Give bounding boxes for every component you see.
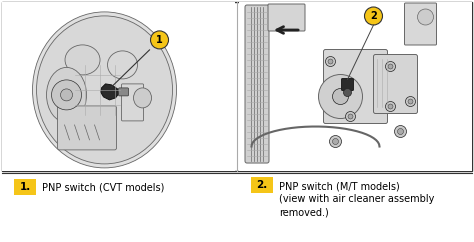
Circle shape (332, 89, 348, 105)
Text: 2: 2 (370, 11, 377, 21)
FancyBboxPatch shape (268, 4, 305, 31)
FancyBboxPatch shape (14, 179, 36, 195)
Circle shape (365, 7, 383, 25)
Text: (view with air cleaner assembly: (view with air cleaner assembly (279, 194, 434, 204)
Circle shape (408, 99, 413, 104)
Ellipse shape (108, 51, 137, 79)
FancyBboxPatch shape (341, 78, 354, 91)
Ellipse shape (46, 67, 87, 122)
Circle shape (388, 104, 393, 109)
Circle shape (319, 75, 363, 119)
Circle shape (346, 112, 356, 121)
Circle shape (344, 89, 352, 97)
Circle shape (418, 9, 434, 25)
Circle shape (328, 59, 333, 64)
Text: PNP switch (M/T models): PNP switch (M/T models) (279, 181, 400, 191)
Circle shape (385, 101, 395, 112)
Text: PNP switch (CVT models): PNP switch (CVT models) (42, 182, 164, 192)
Text: removed.): removed.) (279, 207, 329, 217)
FancyBboxPatch shape (251, 177, 273, 193)
FancyBboxPatch shape (239, 2, 472, 171)
Ellipse shape (36, 16, 173, 164)
Text: 2.: 2. (256, 180, 268, 190)
Circle shape (151, 31, 169, 49)
Circle shape (348, 114, 353, 119)
Circle shape (385, 61, 395, 72)
Circle shape (326, 57, 336, 67)
Circle shape (61, 89, 73, 101)
FancyBboxPatch shape (121, 84, 144, 121)
Text: 1.: 1. (19, 182, 31, 192)
Circle shape (394, 126, 407, 137)
Circle shape (405, 97, 416, 106)
FancyBboxPatch shape (245, 5, 269, 163)
FancyBboxPatch shape (404, 3, 437, 45)
FancyBboxPatch shape (323, 50, 388, 123)
FancyBboxPatch shape (118, 88, 128, 96)
Circle shape (388, 64, 393, 69)
Circle shape (332, 138, 338, 144)
Ellipse shape (33, 12, 176, 168)
Text: 1: 1 (156, 35, 163, 45)
Circle shape (329, 136, 341, 148)
Circle shape (52, 80, 82, 110)
FancyBboxPatch shape (2, 2, 472, 171)
Circle shape (398, 129, 403, 135)
Polygon shape (100, 84, 118, 100)
Ellipse shape (65, 45, 100, 75)
FancyBboxPatch shape (374, 54, 418, 113)
FancyBboxPatch shape (2, 2, 235, 171)
Ellipse shape (134, 88, 152, 108)
FancyBboxPatch shape (57, 106, 117, 150)
